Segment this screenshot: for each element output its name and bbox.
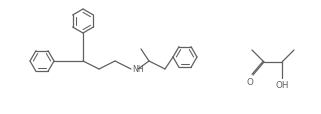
Text: OH: OH bbox=[275, 80, 289, 89]
Text: NH: NH bbox=[132, 64, 144, 73]
Text: O: O bbox=[247, 77, 254, 86]
